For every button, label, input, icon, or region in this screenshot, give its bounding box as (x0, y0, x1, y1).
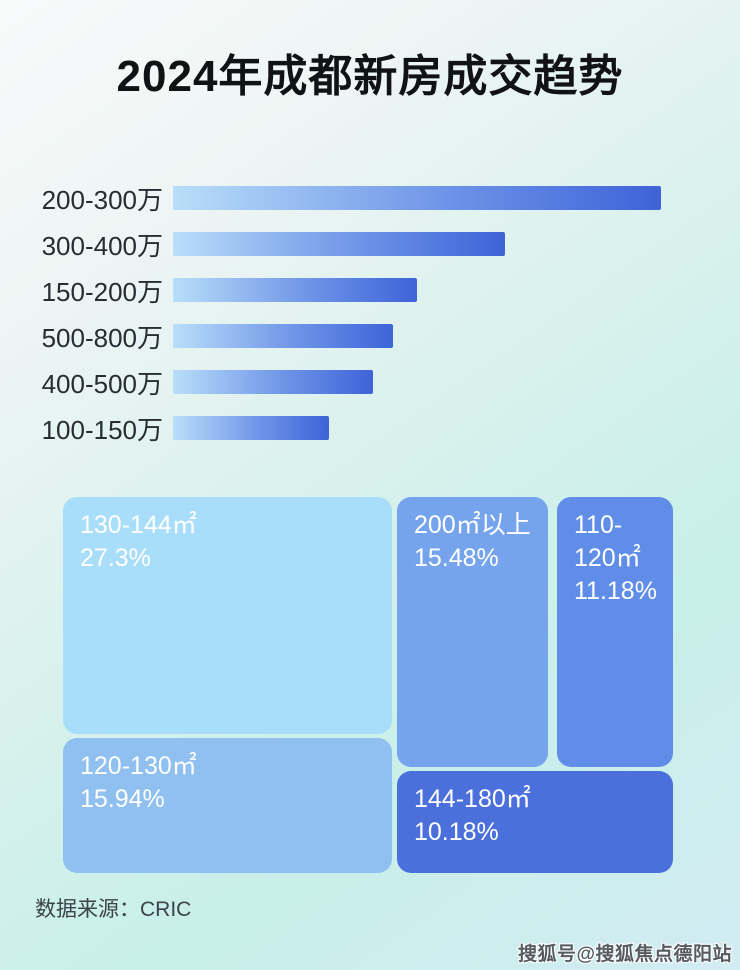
bar-track (173, 416, 661, 440)
page-title: 2024年成都新房成交趋势 (116, 52, 624, 101)
bar-fill (173, 186, 661, 210)
treemap-tile-percent: 11.18% (574, 577, 657, 605)
bar-row: 500-800万 (35, 323, 705, 353)
treemap-tile: 110-120㎡ 11.18% (557, 497, 673, 767)
treemap-tile-percent: 27.3% (80, 544, 151, 572)
unit-area-treemap: 130-144㎡ 27.3% 120-130㎡ 15.94% 200㎡以上 15.48% 1… (63, 497, 673, 873)
bar-track (173, 278, 661, 302)
treemap-tile-percent: 10.18% (414, 818, 499, 846)
price-band-bar-chart: 200-300万 300-400万 150-200万 500-800万 400-500万… (35, 185, 705, 462)
bar-track (173, 186, 661, 210)
bar-fill (173, 370, 374, 394)
bar-category-label: 300-400万 (41, 230, 163, 261)
bar-row: 400-500万 (35, 369, 705, 399)
treemap-tile: 200㎡以上 15.48% (397, 497, 548, 767)
treemap-tile: 130-144㎡ 27.3% (63, 497, 392, 734)
treemap-tile-label: 110-120㎡ (574, 511, 641, 572)
treemap-tile-label: 144-180㎡ (414, 785, 531, 813)
bar-category-label: 500-800万 (41, 322, 163, 353)
bar-category-label: 150-200万 (41, 276, 163, 307)
treemap-tile-percent: 15.48% (414, 544, 499, 572)
bar-row: 300-400万 (35, 231, 705, 261)
bar-fill (173, 416, 330, 440)
bar-fill (173, 324, 393, 348)
treemap-tile-label: 130-144㎡ (80, 511, 197, 539)
data-source-note: 数据来源：CRIC (35, 898, 192, 921)
treemap-tile-label: 120-130㎡ (80, 752, 197, 780)
bar-fill (173, 278, 417, 302)
watermark-sohu-account: 搜狐号@搜狐焦点德阳站 (517, 944, 732, 965)
treemap-tile-label: 200㎡以上 (414, 511, 531, 539)
bar-track (173, 324, 661, 348)
bar-track (173, 370, 661, 394)
bar-fill (173, 232, 505, 256)
bar-category-label: 400-500万 (41, 368, 163, 399)
treemap-tile: 144-180㎡ 10.18% (397, 771, 673, 873)
treemap-tile-percent: 15.94% (80, 785, 165, 813)
treemap-tile: 120-130㎡ 15.94% (63, 738, 392, 873)
bar-category-label: 100-150万 (41, 414, 163, 445)
bar-row: 100-150万 (35, 415, 705, 445)
bar-row: 150-200万 (35, 277, 705, 307)
bar-row: 200-300万 (35, 185, 705, 215)
bar-category-label: 200-300万 (41, 184, 163, 215)
bar-track (173, 232, 661, 256)
